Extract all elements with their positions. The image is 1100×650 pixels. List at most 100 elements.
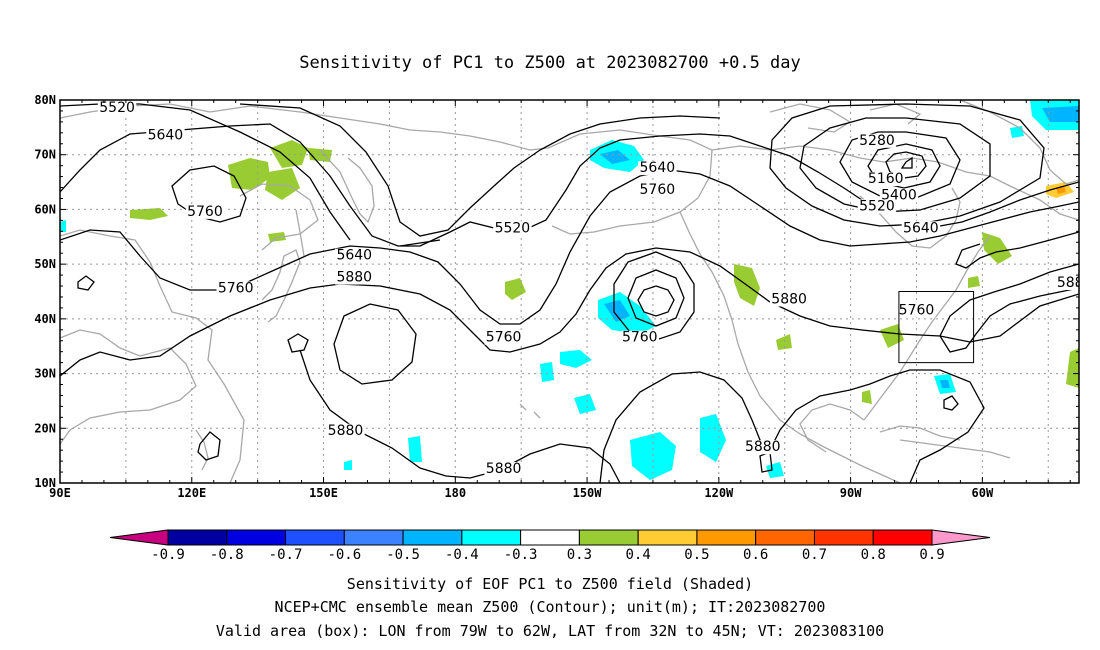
coastline-okhotsk [239,183,319,251]
shade-patch [1010,126,1024,138]
y-tick-label: 80N [34,93,56,107]
contour-label-background [866,172,905,187]
x-tick-label: 90E [49,486,71,500]
contour-label-background [146,128,185,143]
x-tick-label: 90W [840,486,862,500]
colorbar-label: 0.7 [802,547,827,563]
shade-patch [600,150,630,164]
caption-line-3: Valid area (box): LON from 79W to 62W, L… [216,622,884,640]
shade-patch [60,220,66,232]
contour-label-background [216,281,255,296]
coastline-na-east [863,185,1079,421]
colorbar-label: -0.8 [210,547,244,563]
colorbar-label: -0.7 [269,547,303,563]
x-tick-label: 150W [573,486,603,500]
y-tick-label: 10N [34,476,56,490]
colorbar-label: -0.4 [445,547,479,563]
contour-5880-pacific-south [299,349,621,483]
contour-east-trough [939,181,1079,227]
contour-label: 5160 [868,171,904,187]
colorbar-label: 0.9 [919,547,944,563]
contour-label-background [326,423,365,438]
coastline-hudson [859,187,961,249]
y-tick-label: 40N [34,312,56,326]
shade-patch [604,300,630,322]
contour-closed-small-3 [197,431,221,461]
x-tick-label: 120E [177,486,206,500]
contour-label: 5760 [640,182,676,198]
colorbar [109,529,991,546]
colorbar-segment [637,529,698,546]
contour-label: 5760 [187,204,223,220]
contour-label-background [97,100,137,115]
contour-label-background [901,221,941,236]
coastline-china-south [60,329,197,445]
contour-label-background [335,248,374,263]
shade-patch [505,278,526,300]
axis-ticks [60,100,1079,483]
contour-east-trough-2 [955,231,1079,269]
colorbar-segment [343,529,404,546]
contour-label: 5640 [903,220,939,236]
colorbar-label: -0.6 [327,547,361,563]
shade-patch [766,462,784,478]
coastline-na-west [679,211,901,483]
coastline-caribbean [899,439,1011,459]
contour-label-background [335,270,374,285]
colorbar-segment [872,529,933,546]
contour-label-background [879,188,919,203]
shade-patch [130,208,168,220]
contour-labels: 5520 5640 5760 5640 5520 5760 5880 5760 5640 5760… [97,100,1079,477]
map-frame [59,99,1080,484]
contour-label-background [1055,276,1079,291]
contour-closed-small-1 [77,275,95,291]
colorbar-segment [578,529,639,546]
colorbar-label: 0.3 [567,547,592,563]
coastline-philippines [195,429,209,471]
contour-5880-subtropical-high [333,303,417,385]
contour-label-background [185,204,225,219]
contour-closed-small-4 [943,395,959,411]
colorbar-label: 0.8 [861,547,886,563]
y-tick-label: 20N [34,421,56,435]
contour-label: 5280 [859,133,895,149]
shade-patch [982,232,1012,264]
shade-patch [940,380,950,388]
colorbar-label: 0.4 [626,547,651,563]
coastline-kamchatka [319,149,375,224]
contour-5880-west [60,247,1079,377]
coastline-alaska [547,129,713,235]
coastline-asia-east [60,229,245,483]
colorbar-segment [696,529,757,546]
contour-5640-west [60,123,863,247]
shade-patch [968,276,980,288]
contour-label: 5520 [859,198,895,214]
contour-label: 5640 [336,248,372,264]
shade-patch [228,158,270,190]
colorbar-label: -0.5 [386,547,420,563]
coastline-sakhalin [295,209,305,257]
contour-label-background [857,133,897,148]
shade-patch [1066,348,1079,388]
shade-patch [344,460,352,470]
coastline-asia-north [60,103,549,151]
shade-patch [880,324,904,348]
contour-label: 5880 [336,270,372,286]
shade-patch [270,140,308,168]
contour-label: 5880 [771,291,807,307]
map-panel: 5520 5640 5760 5640 5520 5760 5880 5760 5640 5760… [60,100,1079,483]
contour-label: 5520 [495,220,531,236]
shade-patch [700,414,726,462]
shade-patch [268,232,286,242]
x-tick-label: 180 [444,486,466,500]
y-tick-label: 70N [34,148,56,162]
lat-lon-gridlines [60,100,1079,483]
contour-label: 5640 [640,160,676,176]
colorbar-label: 0.6 [743,547,768,563]
colorbar-segment [813,529,874,546]
x-tick-label: 60W [972,486,994,500]
x-tick-label: 120W [704,486,734,500]
contour-label: 5880 [328,423,364,439]
contour-label-background [638,161,677,176]
shade-patch [574,394,596,414]
